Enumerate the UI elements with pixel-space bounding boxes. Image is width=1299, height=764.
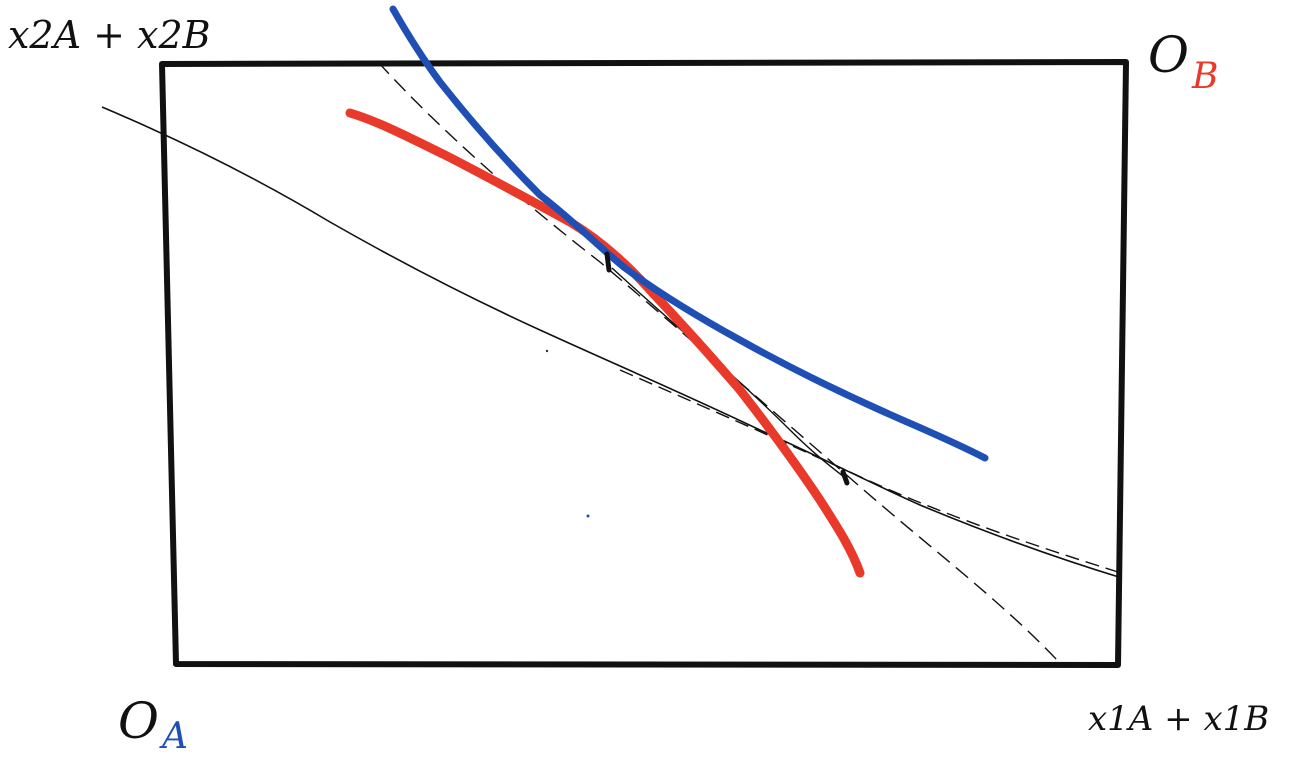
label-top-left: x2A + x2B xyxy=(8,13,211,57)
equilibrium-point-lower xyxy=(840,469,850,486)
svg-text:O: O xyxy=(118,692,159,750)
label-bottom-right: x1A + x1B xyxy=(1088,699,1269,739)
budget-line-steep-dashed xyxy=(377,61,1058,661)
stray-dot-2 xyxy=(586,514,590,518)
edgeworth-box-frame xyxy=(159,59,1129,668)
label-origin-b: O B xyxy=(1148,26,1218,97)
indifference-curve-a xyxy=(389,5,989,462)
budget-line-shallow xyxy=(101,106,1123,579)
label-origin-b-subscript: B xyxy=(1191,56,1218,97)
budget-line-shallow-dashed xyxy=(619,369,1119,573)
label-origin-a-subscript: A xyxy=(159,716,188,757)
label-origin-a: O A xyxy=(118,692,188,757)
equilibrium-point-upper xyxy=(604,251,612,273)
budget-line-steep-solid xyxy=(611,267,849,481)
svg-text:O: O xyxy=(1148,26,1189,84)
indifference-curve-b xyxy=(345,108,865,578)
stray-dot-1 xyxy=(545,349,549,353)
